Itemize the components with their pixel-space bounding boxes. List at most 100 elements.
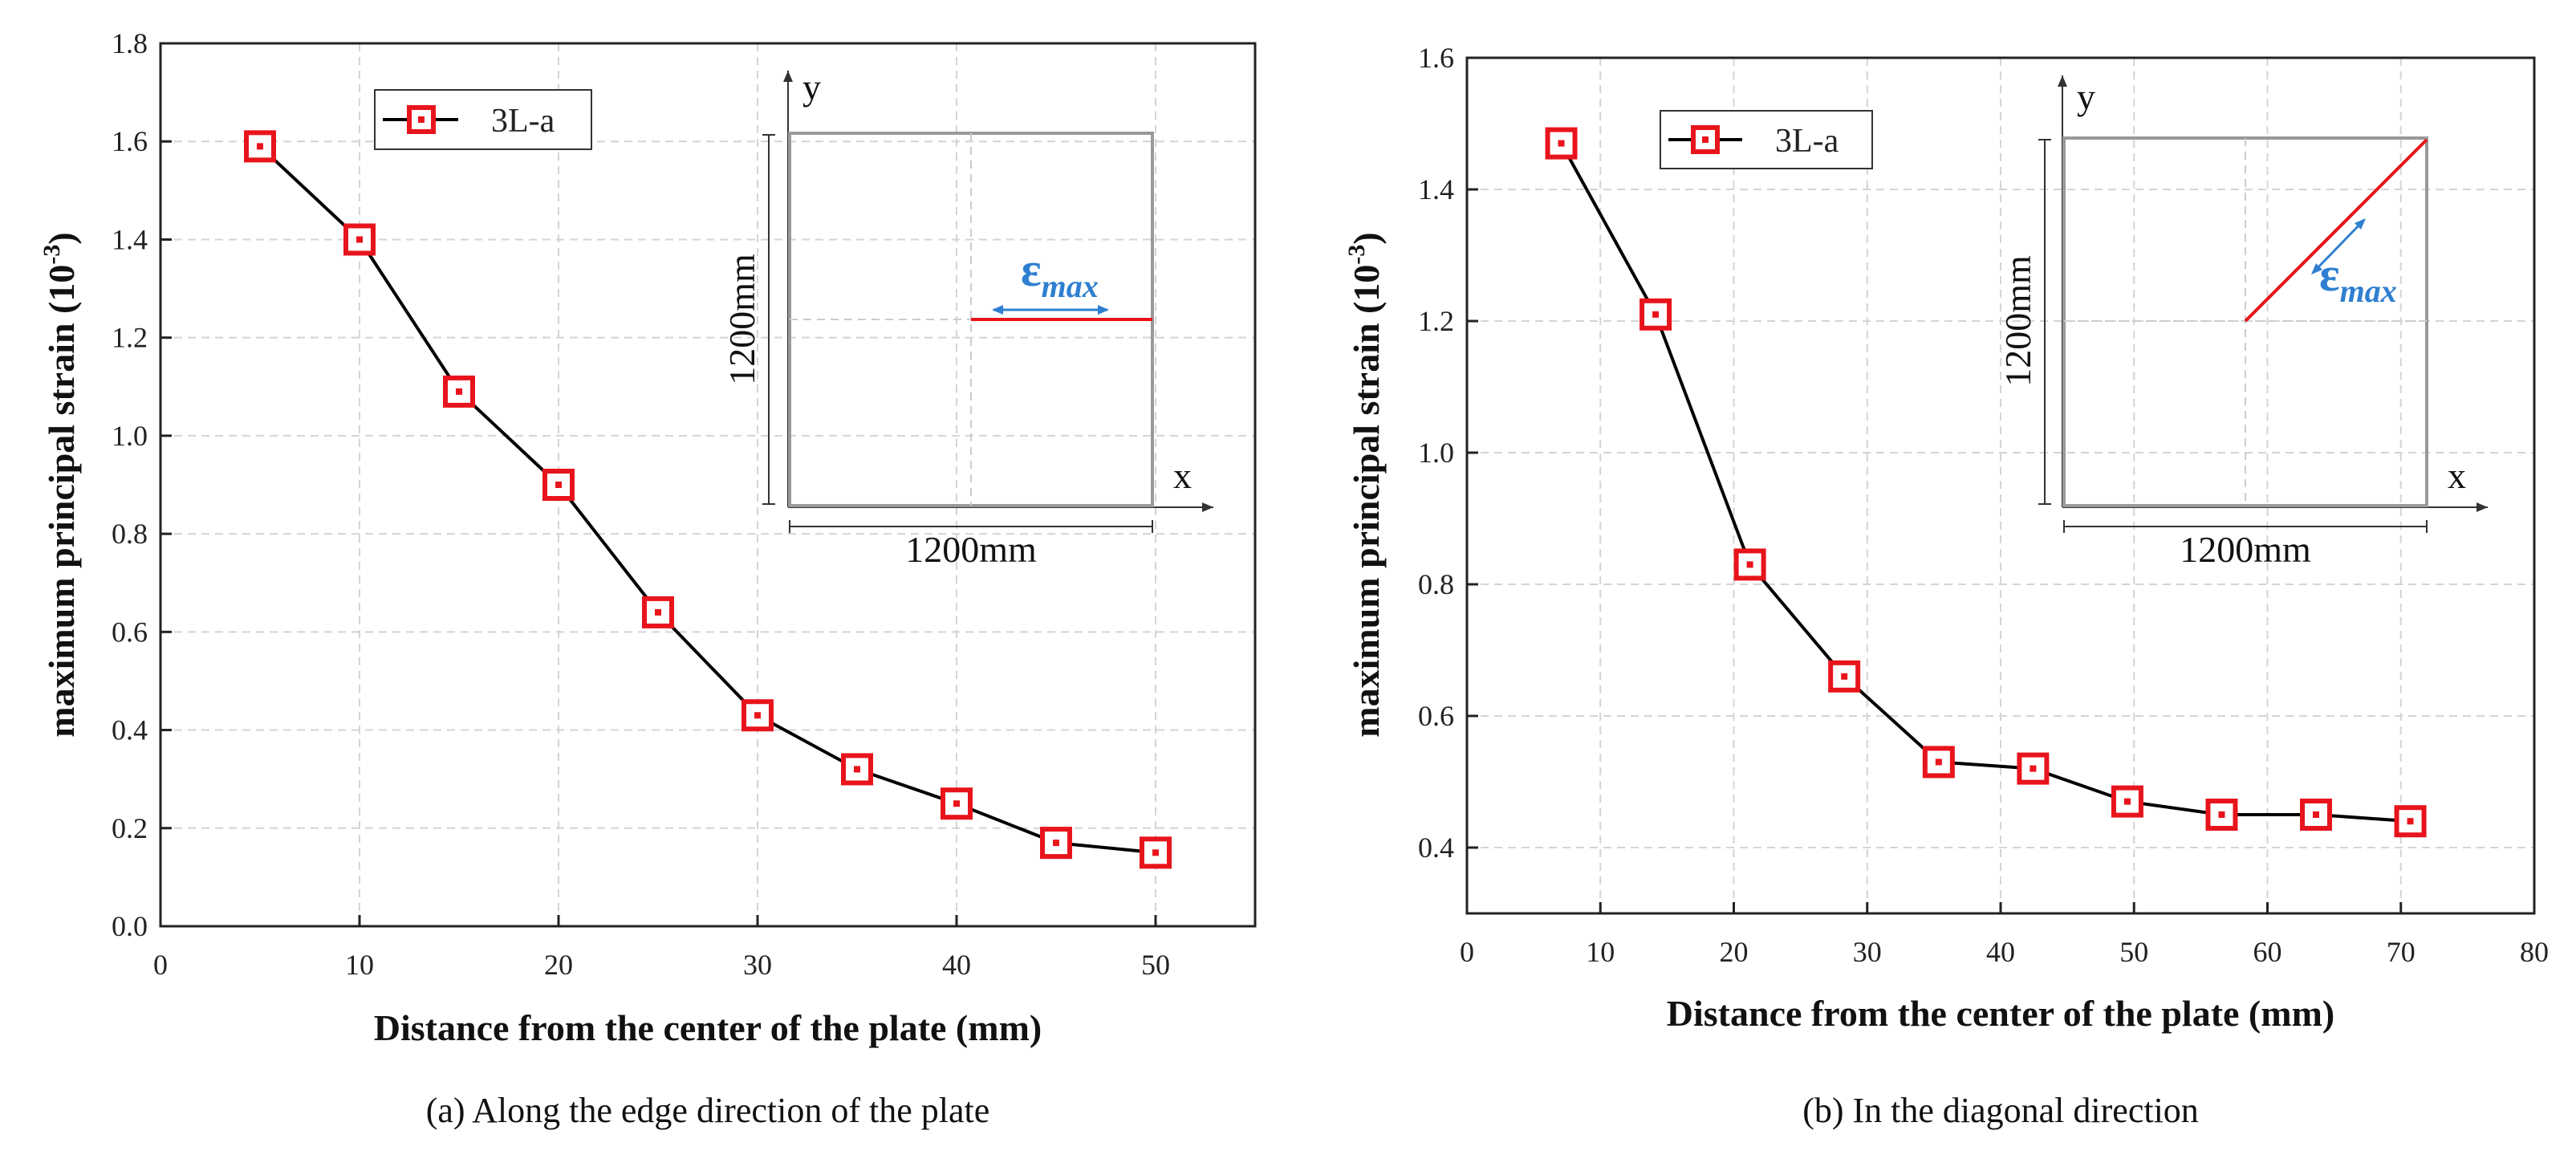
panel-a: 0 10 20 30 40 50 0.0 0.2 0.4 0.6 0.8 1.0 1.2 1.4 1.6 1.…: [39, 27, 1257, 1130]
strain-arrow-lower-icon: [2311, 263, 2322, 274]
caption: (b) In the diagonal direction: [1802, 1091, 2199, 1130]
height-dimension-label: 1200mm: [1997, 255, 2038, 387]
axis-ticks: 0 10 20 30 40 50 0.0 0.2 0.4 0.6 0.8 1.0 1.2 1.4 1.6 1.…: [112, 27, 1170, 981]
data-point: [742, 699, 774, 732]
data-point-marker: [1922, 746, 1955, 779]
y-tick-label: 1.0: [112, 420, 148, 452]
y-tick-label: 0.8: [112, 518, 148, 550]
width-dimension-label: 1200mm: [905, 529, 1037, 570]
data-point: [1733, 548, 1766, 581]
data-point: [1639, 298, 1672, 331]
x-tick-label: 20: [1720, 936, 1749, 968]
data-point-marker: [2205, 799, 2238, 831]
x-tick-label: 70: [2387, 936, 2416, 968]
legend-label: 3L-a: [1775, 123, 1839, 160]
y-tick-label: 1.4: [1418, 173, 1454, 205]
eps-subscript: max: [1042, 268, 1099, 304]
y-axis-title: maximum principal strain (10-3): [39, 232, 82, 737]
data-point-dot: [555, 482, 562, 488]
legend: 3L-a: [1660, 110, 1873, 169]
axis-ticks: 0 10 20 30 40 50 60 70 80 0.4 0.6 0.8 1.0 1.2 1.4 1.6: [1418, 42, 2549, 968]
eps-label: εmax: [2319, 248, 2397, 309]
data-point: [343, 223, 376, 256]
x-tick-label: 0: [1460, 936, 1474, 968]
data-point-dot: [2123, 798, 2131, 805]
strain-arrow-upper-icon: [2355, 218, 2366, 230]
y-tick-label: 0.4: [1418, 832, 1454, 864]
data-point: [2017, 752, 2050, 785]
data-point-marker: [941, 787, 973, 820]
y-tick-label: 1.4: [112, 223, 148, 255]
inset-y-label: y: [802, 67, 821, 108]
data-point: [642, 596, 674, 628]
y-axis-title-main: maximum principal strain (10: [41, 265, 82, 738]
strain-arrow-left-icon: [992, 305, 1003, 315]
inset-y-arrow-icon: [783, 71, 793, 82]
data-point-dot: [356, 236, 363, 243]
y-tick-label: 0.2: [112, 812, 148, 844]
data-point: [2394, 805, 2427, 838]
y-tick-label: 1.2: [1418, 305, 1454, 337]
inset-x-arrow-icon: [2476, 502, 2488, 512]
data-point-dot: [1652, 311, 1660, 318]
eps-label: εmax: [1021, 243, 1099, 304]
y-tick-label: 0.6: [112, 616, 148, 648]
x-tick-label: 20: [544, 949, 573, 981]
strain-arrow-right-icon: [1098, 305, 1109, 315]
data-point-dot: [1841, 673, 1848, 680]
x-tick-label: 10: [1586, 936, 1615, 968]
data-point: [841, 753, 873, 786]
data-point-dot: [1935, 758, 1942, 766]
x-tick-label: 50: [1141, 949, 1170, 981]
series-line: [1559, 142, 2411, 823]
width-dimension-label: 1200mm: [2180, 529, 2311, 570]
y-tick-label: 0.0: [112, 910, 148, 942]
y-axis-title-exponent: -3: [1343, 245, 1370, 265]
data-point-dot: [754, 712, 761, 719]
panel-b: 0 10 20 30 40 50 60 70 80 0.4 0.6 0.8 1.0 1.2 1.4 1.6 D…: [1343, 42, 2549, 1130]
series: [244, 130, 1172, 869]
data-point-dot: [2407, 818, 2414, 825]
x-tick-label: 40: [1986, 936, 2015, 968]
data-point: [2205, 799, 2238, 831]
data-point-dot: [2218, 811, 2225, 818]
data-point-dot: [655, 608, 661, 616]
data-point-marker: [443, 375, 475, 408]
data-point: [443, 375, 475, 408]
y-tick-label: 1.0: [1418, 437, 1454, 469]
data-point: [941, 787, 973, 820]
legend-label: 3L-a: [491, 103, 555, 140]
eps-symbol: ε: [2319, 248, 2340, 301]
data-point-dot: [257, 143, 263, 150]
data-point-dot: [1558, 140, 1565, 147]
eps-symbol: ε: [1021, 243, 1042, 296]
data-point-marker: [2111, 785, 2143, 818]
strain-path-diagonal: [2244, 138, 2428, 323]
data-point-dot: [1746, 561, 1753, 568]
y-tick-label: 1.6: [1418, 42, 1454, 74]
y-axis-title: maximum principal strain (10-3): [1343, 232, 1387, 737]
y-tick-label: 0.8: [1418, 568, 1454, 600]
y-tick-label: 1.2: [112, 322, 148, 354]
data-point-dot: [2030, 765, 2037, 772]
legend-marker-dot: [1702, 136, 1709, 143]
data-point: [542, 469, 575, 501]
data-point-dot: [456, 388, 462, 395]
data-point-dot: [953, 800, 960, 807]
data-point: [1922, 746, 1955, 779]
x-axis-title: Distance from the center of the plate (m…: [374, 1007, 1042, 1048]
y-tick-label: 0.6: [1418, 700, 1454, 732]
x-tick-label: 80: [2520, 936, 2549, 968]
caption: (a) Along the edge direction of the plat…: [426, 1091, 990, 1130]
data-point: [244, 130, 276, 163]
data-point: [1140, 836, 1172, 869]
x-tick-label: 40: [942, 949, 971, 981]
inset-diagram: εmax 1200mm 1200mm y x: [721, 67, 1213, 570]
y-axis-title-exponent: -3: [39, 245, 65, 265]
data-point-marker: [2394, 805, 2427, 838]
data-point: [2111, 785, 2143, 818]
y-tick-label: 1.8: [112, 27, 148, 59]
inset-y-arrow-icon: [2058, 75, 2067, 87]
grid: [160, 43, 1255, 926]
